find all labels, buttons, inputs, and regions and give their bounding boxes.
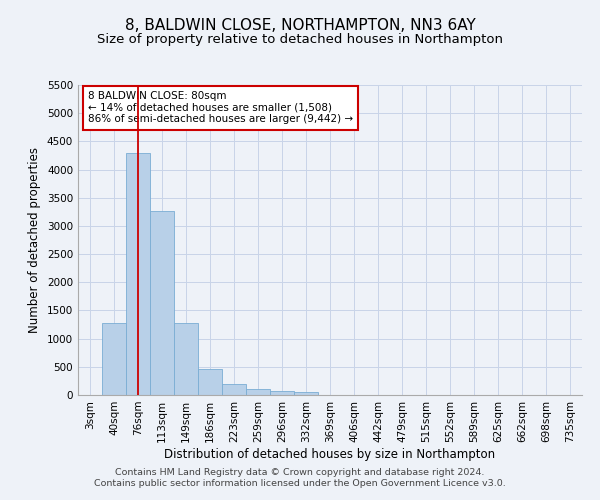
Bar <box>102 324 126 395</box>
Bar <box>294 392 318 395</box>
Bar <box>198 369 222 395</box>
Text: 8, BALDWIN CLOSE, NORTHAMPTON, NN3 6AY: 8, BALDWIN CLOSE, NORTHAMPTON, NN3 6AY <box>125 18 475 32</box>
Bar <box>150 210 174 395</box>
Bar <box>174 324 198 395</box>
Bar <box>246 389 270 395</box>
X-axis label: Distribution of detached houses by size in Northampton: Distribution of detached houses by size … <box>164 448 496 460</box>
Text: 8 BALDWIN CLOSE: 80sqm
← 14% of detached houses are smaller (1,508)
86% of semi-: 8 BALDWIN CLOSE: 80sqm ← 14% of detached… <box>88 91 353 124</box>
Bar <box>222 384 246 395</box>
Bar <box>270 391 294 395</box>
Text: Contains HM Land Registry data © Crown copyright and database right 2024.
Contai: Contains HM Land Registry data © Crown c… <box>94 468 506 487</box>
Y-axis label: Number of detached properties: Number of detached properties <box>28 147 41 333</box>
Text: Size of property relative to detached houses in Northampton: Size of property relative to detached ho… <box>97 32 503 46</box>
Bar <box>126 152 150 395</box>
